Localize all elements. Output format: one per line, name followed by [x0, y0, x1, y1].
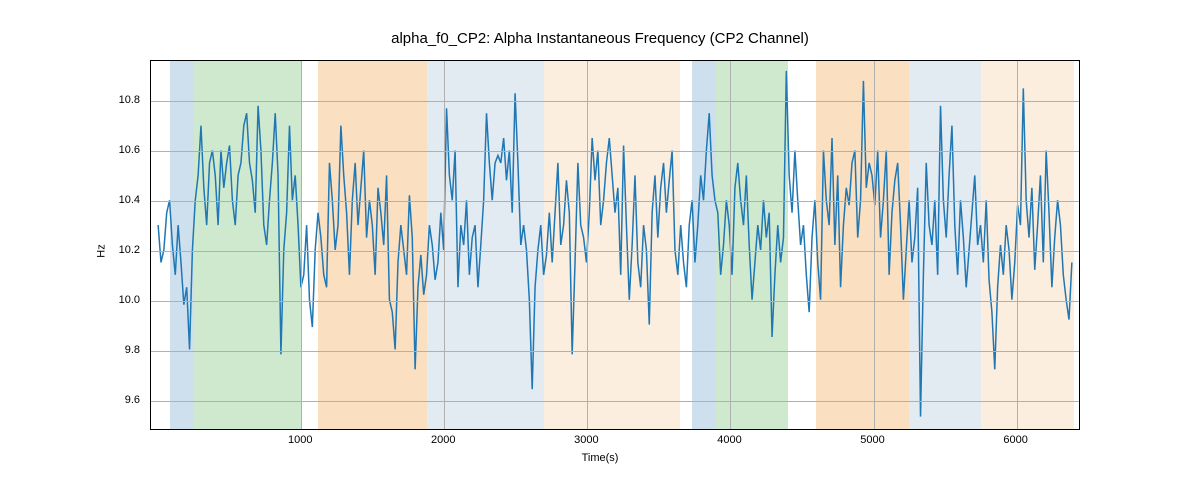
x-tick-label: 2000 — [431, 434, 455, 446]
y-tick-label: 10.2 — [119, 244, 140, 256]
grid-line-vertical — [874, 61, 875, 429]
grid-line-horizontal — [151, 101, 1079, 102]
x-tick-label: 1000 — [288, 434, 312, 446]
grid-line-vertical — [1017, 61, 1018, 429]
y-axis-label: Hz — [96, 244, 108, 257]
x-tick-label: 3000 — [574, 434, 598, 446]
y-tick-label: 10.4 — [119, 194, 140, 206]
grid-line-horizontal — [151, 301, 1079, 302]
y-tick-label: 9.6 — [125, 394, 140, 406]
y-tick-label: 10.8 — [119, 94, 140, 106]
grid-line-vertical — [301, 61, 302, 429]
x-tick-label: 5000 — [860, 434, 884, 446]
figure: alpha_f0_CP2: Alpha Instantaneous Freque… — [0, 0, 1200, 500]
grid-line-horizontal — [151, 401, 1079, 402]
y-tick-label: 9.8 — [125, 344, 140, 356]
grid-line-vertical — [444, 61, 445, 429]
y-tick-label: 10.0 — [119, 294, 140, 306]
grid-line-horizontal — [151, 251, 1079, 252]
x-axis-label: Time(s) — [0, 452, 1200, 464]
chart-title: alpha_f0_CP2: Alpha Instantaneous Freque… — [0, 30, 1200, 47]
grid-line-horizontal — [151, 351, 1079, 352]
line-series — [151, 61, 1079, 429]
axes-area — [150, 60, 1080, 430]
x-tick-label: 6000 — [1003, 434, 1027, 446]
x-tick-label: 4000 — [717, 434, 741, 446]
grid-line-vertical — [730, 61, 731, 429]
y-tick-label: 10.6 — [119, 144, 140, 156]
grid-line-horizontal — [151, 201, 1079, 202]
grid-line-vertical — [587, 61, 588, 429]
grid-line-horizontal — [151, 151, 1079, 152]
